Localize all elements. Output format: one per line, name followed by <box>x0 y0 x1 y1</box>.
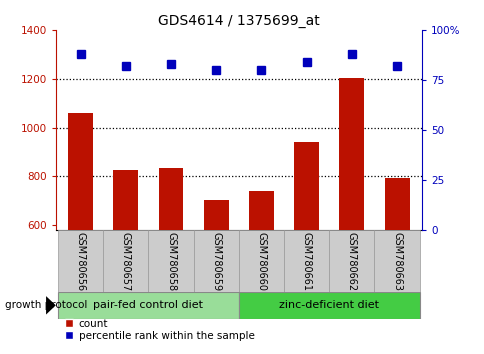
Title: GDS4614 / 1375699_at: GDS4614 / 1375699_at <box>158 14 319 28</box>
Text: GSM780658: GSM780658 <box>166 232 176 291</box>
Text: zinc-deficient diet: zinc-deficient diet <box>279 300 378 310</box>
Bar <box>248 191 273 230</box>
Text: growth protocol: growth protocol <box>5 300 87 310</box>
Bar <box>329 230 374 292</box>
Bar <box>68 113 93 230</box>
Text: GSM780661: GSM780661 <box>301 232 311 291</box>
Text: GSM780659: GSM780659 <box>211 232 221 291</box>
Bar <box>58 230 103 292</box>
Bar <box>238 292 419 319</box>
Bar <box>103 230 148 292</box>
Bar <box>339 78 363 230</box>
Text: GSM780657: GSM780657 <box>121 232 131 291</box>
Polygon shape <box>46 296 56 314</box>
Bar <box>294 142 318 230</box>
Text: GSM780656: GSM780656 <box>76 232 86 291</box>
Bar <box>374 230 419 292</box>
Bar <box>193 230 238 292</box>
Bar <box>58 292 238 319</box>
Bar <box>148 230 193 292</box>
Text: pair-fed control diet: pair-fed control diet <box>93 300 203 310</box>
Legend: count, percentile rank within the sample: count, percentile rank within the sample <box>61 315 258 345</box>
Text: GSM780663: GSM780663 <box>391 232 401 291</box>
Bar <box>284 230 329 292</box>
Bar <box>238 230 284 292</box>
Bar <box>113 170 138 230</box>
Bar <box>203 200 228 230</box>
Bar <box>384 178 408 230</box>
Bar <box>158 168 183 230</box>
Text: GSM780662: GSM780662 <box>346 232 356 291</box>
Text: GSM780660: GSM780660 <box>256 232 266 291</box>
